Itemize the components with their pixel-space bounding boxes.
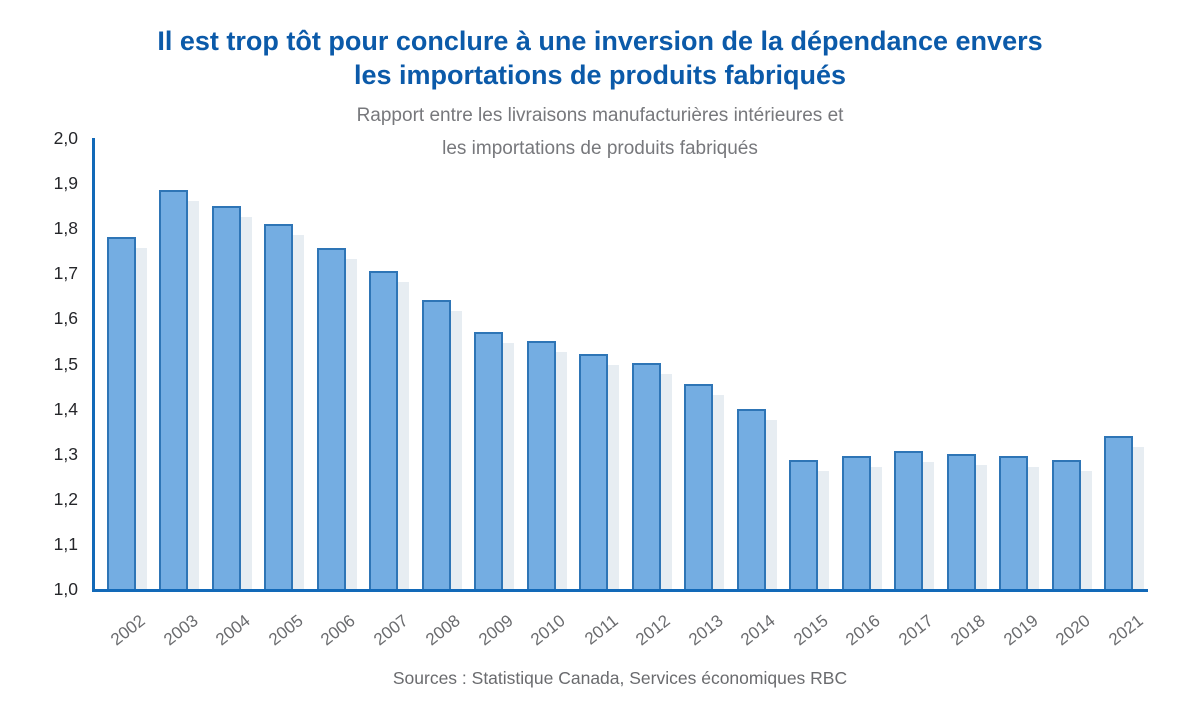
x-tick-label: 2006	[317, 611, 359, 650]
y-tick-label: 1,3	[53, 443, 78, 464]
x-tick-label: 2010	[527, 611, 569, 650]
bar-2016	[842, 456, 871, 589]
bar-2013	[684, 384, 713, 589]
bar-2011	[579, 354, 608, 589]
x-tick-label: 2014	[737, 611, 779, 650]
x-tick-label: 2005	[265, 611, 307, 650]
bar-2017	[894, 451, 923, 589]
bar-2008	[422, 300, 451, 589]
bar-2009	[474, 332, 503, 589]
y-tick-label: 1,6	[53, 308, 78, 329]
x-tick-label: 2020	[1052, 611, 1094, 650]
plot-area	[92, 138, 1148, 592]
bar-2007	[369, 271, 398, 589]
bar-2018	[947, 454, 976, 589]
x-tick-label: 2021	[1105, 611, 1147, 650]
x-axis-tick-labels: 2002 2003 2004 2005 2006 2007 2008 2009 2010 2011…	[95, 601, 1147, 663]
page-title-line1: Il est trop tôt pour conclure à une inve…	[157, 26, 1043, 56]
x-tick-label: 2017	[895, 611, 937, 650]
bar-2003	[159, 190, 188, 589]
y-tick-label: 1,5	[53, 353, 78, 374]
bar-2004	[212, 206, 241, 589]
y-tick-label: 1,4	[53, 398, 78, 419]
bar-2014	[737, 409, 766, 589]
chart-subtitle-line1: Rapport entre les livraisons manufacturi…	[356, 105, 844, 126]
x-tick-label: 2004	[212, 611, 254, 650]
x-tick-label: 2008	[422, 611, 464, 650]
x-tick-label: 2016	[842, 611, 884, 650]
x-tick-label: 2011	[581, 611, 622, 649]
bar-2010	[527, 341, 556, 589]
y-tick-label: 1,8	[53, 218, 78, 239]
x-tick-label: 2015	[790, 611, 832, 650]
y-tick-label: 1,2	[53, 488, 78, 509]
source-note: Sources : Statistique Canada, Services é…	[392, 668, 848, 688]
y-tick-label: 1,1	[53, 533, 78, 554]
bar-2019	[999, 456, 1028, 589]
bar-2021	[1104, 436, 1133, 589]
x-tick-label: 2002	[107, 611, 149, 650]
x-tick-label: 2012	[632, 611, 674, 650]
bars-container	[95, 138, 1145, 589]
y-tick-label: 2,0	[53, 128, 78, 148]
chart-subtitle-line2: les importations de produits fabriqués	[442, 138, 758, 159]
page-title-line2: les importations de produits fabriqués	[353, 60, 847, 90]
x-tick-label: 2013	[685, 611, 727, 650]
bar-2015	[789, 460, 818, 589]
y-axis-tick-labels: 2,0 1,9 1,8 1,7 1,6 1,5 1,4 1,3 1,2 1,1 1,0	[0, 128, 80, 599]
y-tick-label: 1,9	[53, 173, 78, 194]
x-tick-label: 2007	[370, 611, 412, 650]
page-title: Il est trop tôt pour conclure à une inve…	[0, 24, 1200, 92]
bar-2012	[632, 363, 661, 589]
bar-2002	[107, 237, 136, 589]
bar-2005	[264, 224, 293, 589]
x-tick-label: 2009	[475, 611, 517, 650]
bar-2006	[317, 248, 346, 589]
y-tick-label: 1,7	[53, 263, 78, 284]
x-tick-label: 2019	[1000, 611, 1042, 650]
bar-2020	[1052, 460, 1081, 589]
x-tick-label: 2018	[947, 611, 989, 650]
x-tick-label: 2003	[160, 611, 202, 650]
y-tick-label: 1,0	[53, 579, 78, 599]
chart-subtitle: Rapport entre les livraisons manufacturi…	[0, 99, 1200, 165]
